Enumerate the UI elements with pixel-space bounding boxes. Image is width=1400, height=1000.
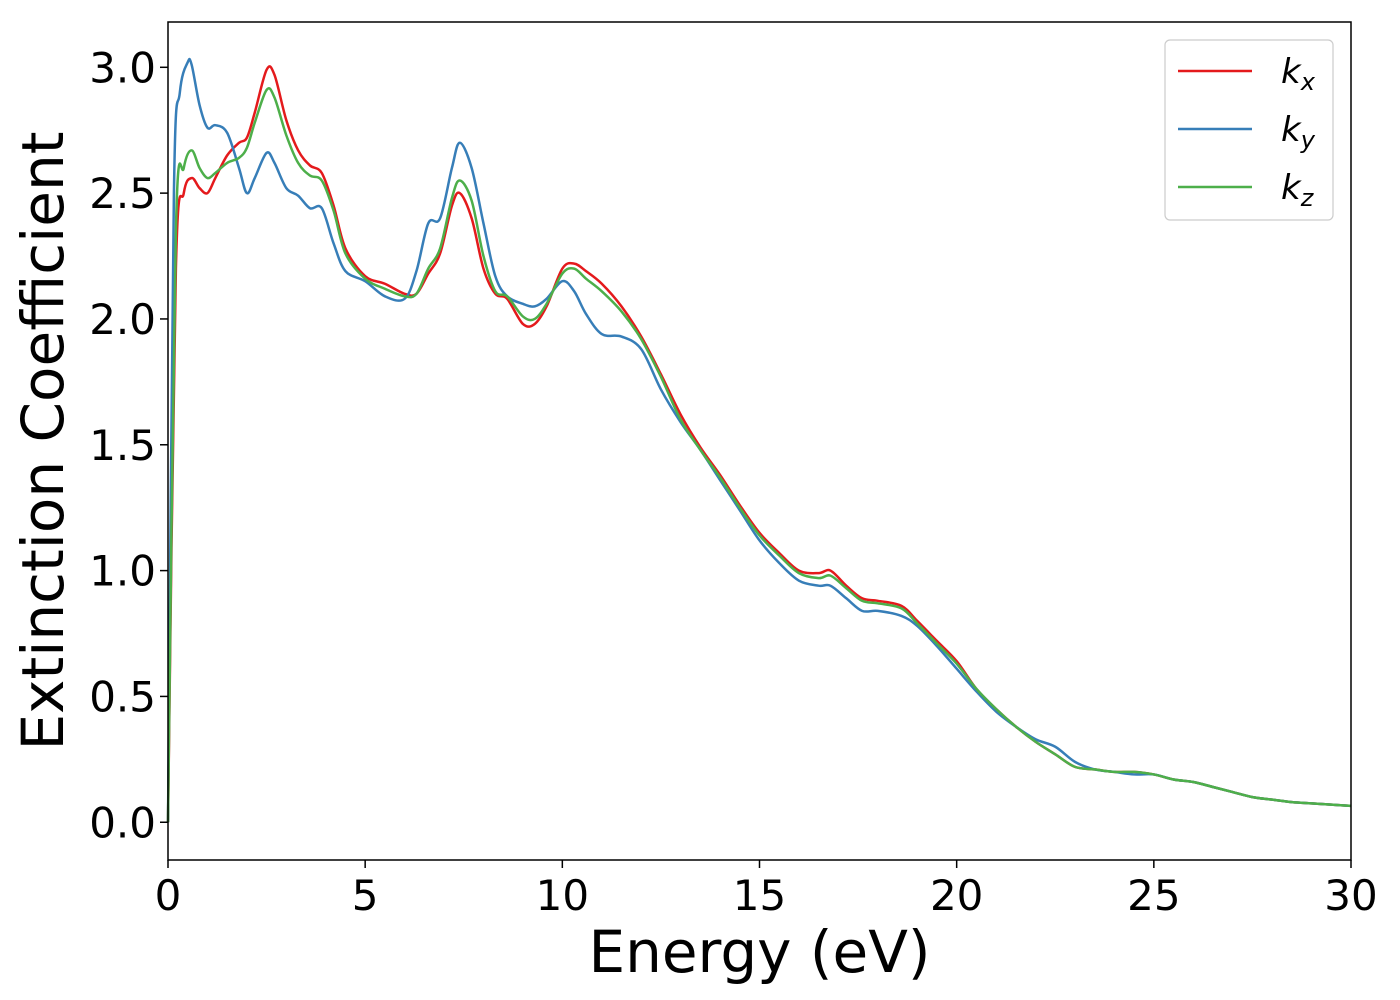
y-tick-label: 1.0 [89,547,156,596]
y-axis-ticks: 0.0 0.5 1.0 1.5 2.0 2.5 3.0 [89,43,168,847]
y-tick-label: 3.0 [89,43,156,92]
x-axis-title: Energy (eV) [588,918,930,986]
y-tick-label: 0.0 [89,798,156,847]
x-tick-label: 25 [1127,871,1180,920]
y-axis-title: Extinction Coefficient [9,132,77,751]
x-axis-ticks: 0 5 10 15 20 25 30 [155,860,1378,920]
legend-label-ky: ky [1281,110,1316,154]
legend: kx ky kz [1164,39,1334,221]
x-tick-label: 20 [930,871,983,920]
x-tick-label: 10 [536,871,589,920]
y-tick-label: 0.5 [89,672,156,721]
x-tick-label: 0 [155,871,182,920]
x-tick-label: 15 [733,871,786,920]
x-tick-label: 30 [1324,871,1377,920]
series-layer [166,57,1352,823]
y-tick-label: 2.5 [89,169,156,218]
legend-label-kx: kx [1281,52,1316,96]
y-tick-label: 1.5 [89,421,156,470]
legend-label-kz: kz [1281,168,1315,212]
x-tick-label: 5 [352,871,379,920]
y-tick-label: 2.0 [89,295,156,344]
series-line-kz [166,87,1352,823]
